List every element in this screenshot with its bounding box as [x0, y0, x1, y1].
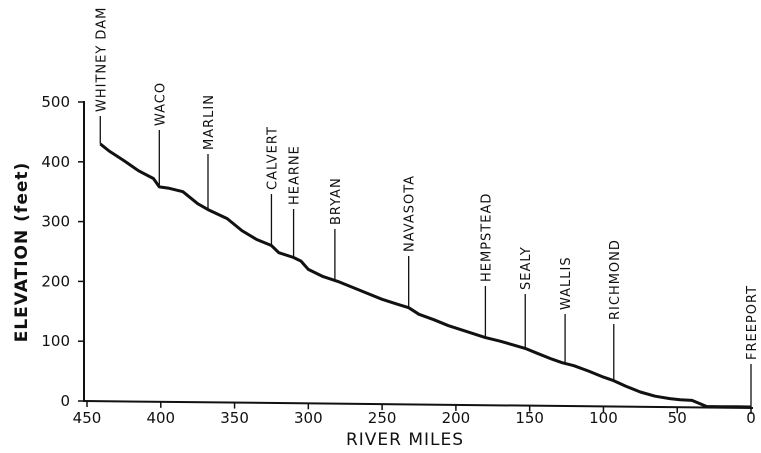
- y-axis: 0 100 200 300 400 500: [41, 93, 85, 410]
- annotation-label: MARLIN: [202, 94, 217, 150]
- x-tick-label: 250: [368, 409, 397, 427]
- annotation-label: WALLIS: [559, 256, 574, 310]
- y-tick-label: 100: [41, 332, 70, 350]
- annotation-label: CALVERT: [265, 126, 280, 190]
- x-tick-label: 50: [668, 409, 687, 427]
- x-axis: 450 400 350 300 250 200 150 100 50 0: [73, 400, 756, 427]
- x-tick-label: 450: [73, 409, 102, 427]
- annotation-label: FREEPORT: [745, 285, 760, 360]
- annotation-label: HEMPSTEAD: [479, 193, 494, 282]
- annotation-layer: WHITNEY DAM WACO MARLIN CALVERT HEARNE BRYAN N…: [94, 7, 760, 407]
- x-tick-label: 200: [442, 409, 471, 427]
- y-tick-label: 200: [41, 272, 70, 290]
- elevation-profile-line: [99, 142, 752, 409]
- annotation-label: WHITNEY DAM: [94, 7, 109, 112]
- annotation-label: WACO: [153, 82, 168, 126]
- series-layer: [99, 142, 752, 409]
- x-axis-line: [83, 400, 754, 409]
- annotation-label: SEALY: [519, 246, 534, 290]
- y-tick-label: 300: [41, 213, 70, 231]
- x-axis-title: RIVER MILES: [346, 430, 464, 450]
- annotation-label: NAVASOTA: [403, 175, 418, 252]
- x-tick-label: 400: [146, 409, 175, 427]
- x-tick-label: 0: [746, 409, 756, 427]
- annotation-label: BRYAN: [329, 177, 344, 225]
- x-tick-label: 350: [220, 409, 249, 427]
- annotation-label: RICHMOND: [608, 239, 623, 320]
- x-tick-label: 100: [589, 409, 618, 427]
- y-tick-label: 400: [41, 153, 70, 171]
- x-tick-label: 150: [515, 409, 544, 427]
- x-tick-label: 300: [294, 409, 323, 427]
- annotation-label: HEARNE: [288, 145, 303, 205]
- y-axis-title: ELEVATION (feet): [12, 162, 32, 343]
- y-tick-label: 0: [60, 392, 70, 410]
- y-tick-label: 500: [41, 93, 70, 111]
